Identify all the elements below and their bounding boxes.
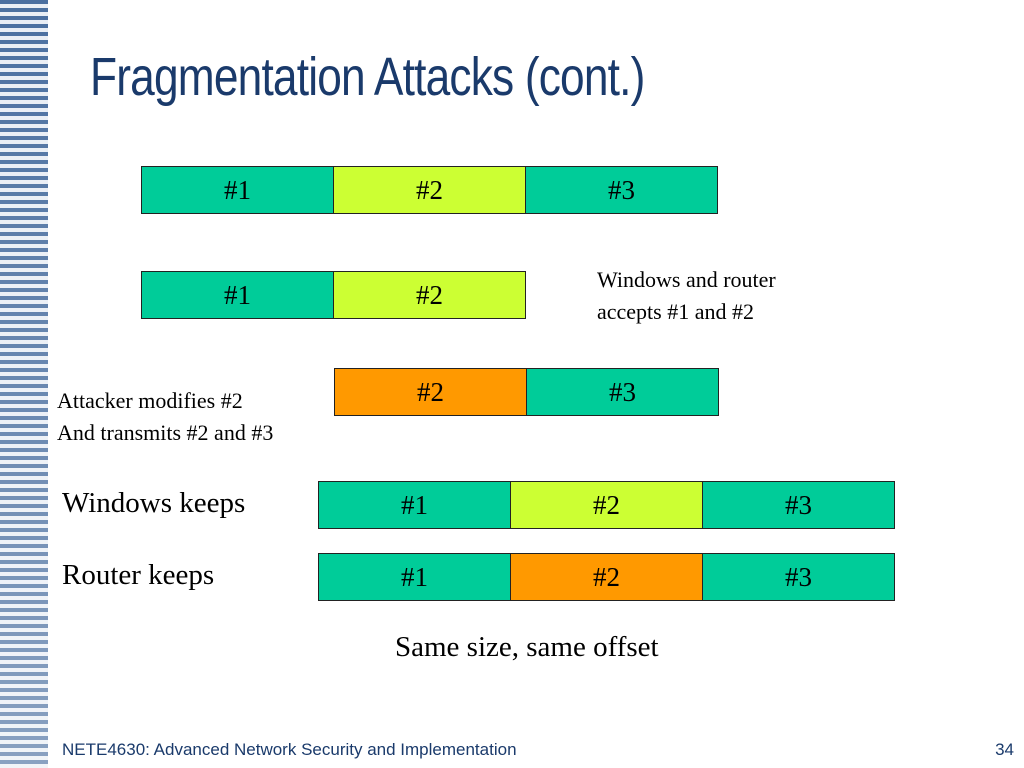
fragment-2: #2 xyxy=(333,271,526,319)
windows-keeps-label: Windows keeps xyxy=(62,487,246,519)
accepted-note-line2: accepts #1 and #2 xyxy=(597,299,754,324)
left-stripe-decoration xyxy=(0,0,48,768)
page-number: 34 xyxy=(995,740,1014,759)
fragment-1: #1 xyxy=(318,481,511,529)
accepted-fragments-row: #1 #2 xyxy=(141,271,526,319)
fragment-3: #3 xyxy=(525,166,718,214)
windows-fragments-row: #1 #2 #3 xyxy=(318,481,895,529)
fragment-2-modified: #2 xyxy=(510,553,703,601)
attacker-note-line2: And transmits #2 and #3 xyxy=(57,420,274,445)
fragment-1: #1 xyxy=(318,553,511,601)
summary-caption: Same size, same offset xyxy=(395,631,659,663)
fragment-3: #3 xyxy=(702,553,895,601)
fragment-3: #3 xyxy=(526,368,719,416)
accepted-note: Windows and router accepts #1 and #2 xyxy=(597,264,776,328)
fragment-1: #1 xyxy=(141,166,334,214)
attacker-fragments-row: #2 #3 xyxy=(334,368,719,416)
original-fragments-row: #1 #2 #3 xyxy=(141,166,718,214)
slide-title: Fragmentation Attacks (cont.) xyxy=(90,47,645,107)
fragment-1: #1 xyxy=(141,271,334,319)
footer-course: NETE4630: Advanced Network Security and … xyxy=(62,740,517,759)
router-fragments-row: #1 #2 #3 xyxy=(318,553,895,601)
router-keeps-label: Router keeps xyxy=(62,559,215,591)
accepted-note-line1: Windows and router xyxy=(597,267,776,292)
fragment-2-modified: #2 xyxy=(334,368,527,416)
attacker-note: Attacker modifies #2 And transmits #2 an… xyxy=(57,385,273,449)
attacker-note-line1: Attacker modifies #2 xyxy=(57,388,243,413)
fragment-2: #2 xyxy=(333,166,526,214)
fragment-2: #2 xyxy=(510,481,703,529)
fragment-3: #3 xyxy=(702,481,895,529)
